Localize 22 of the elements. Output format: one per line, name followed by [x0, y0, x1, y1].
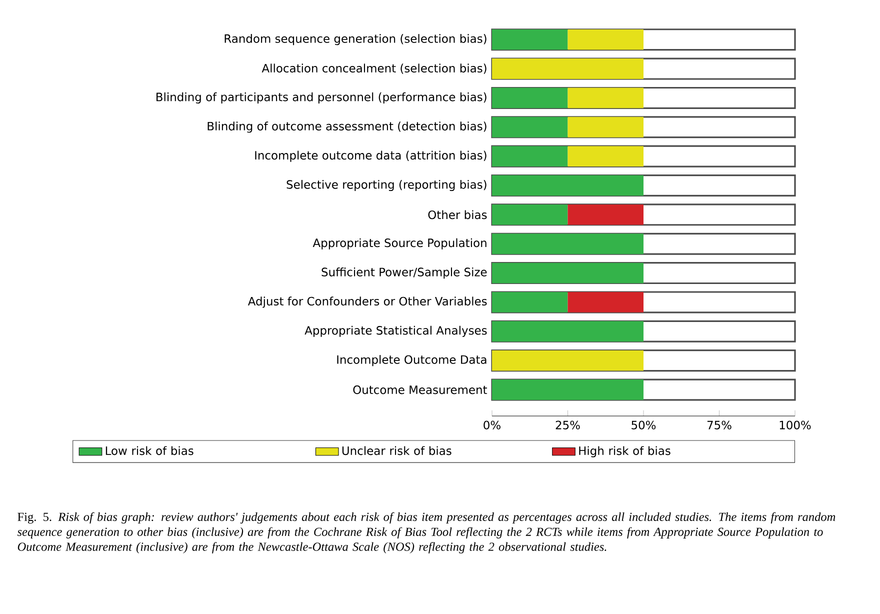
y-tick-label: Outcome Measurement [353, 385, 488, 394]
y-tick-label: Other bias [428, 210, 487, 220]
y-tick-label: Incomplete Outcome Data [337, 355, 486, 366]
y-tick-label: Random sequence generation (selection bias) [224, 34, 486, 46]
y-tick-label: Appropriate Source Population [312, 238, 486, 250]
y-tick-label: Adjust for Confounders or Other Variables [248, 296, 487, 308]
y-tick-label: Sufficient Power/Sample Size [322, 267, 487, 279]
y-tick-label: Incomplete outcome data (attrition bias) [255, 150, 486, 162]
x-tick-label: 25% [556, 420, 580, 430]
legend-label: Low risk of bias [106, 446, 194, 456]
x-tick-label: 75% [707, 420, 732, 430]
x-tick-label: 0% [484, 420, 500, 430]
legend-label: High risk of bias [579, 446, 670, 458]
y-tick-label: Allocation concealment (selection bias) [262, 64, 486, 74]
caption: Fig. 5. Risk of bias graph: review authors' judgements about each risk of bias item presented as percentages across all included studies. The items from random sequence generation to other bias (inclusive) are from the Cochrane Risk of Bias Tool reflecting the 2 RCTs while items from Appropriate Source Population to Outcome Measurement (inclusive) are from the Newcastle-Ottawa Scale (NOS) reflecting the 2 observational studies. [17, 512, 836, 554]
y-tick-label: Appropriate Statistical Analyses [304, 326, 487, 337]
x-tick-label: 100% [780, 420, 811, 430]
y-tick-label: Blinding of participants and personnel (performance bias) [156, 92, 486, 104]
x-tick-label: 50% [632, 420, 656, 430]
y-tick-label: Selective reporting (reporting bias) [286, 180, 486, 192]
y-tick-label: Blinding of outcome assessment (detection bias) [208, 122, 486, 133]
legend-label: Unclear risk of bias [342, 446, 452, 456]
